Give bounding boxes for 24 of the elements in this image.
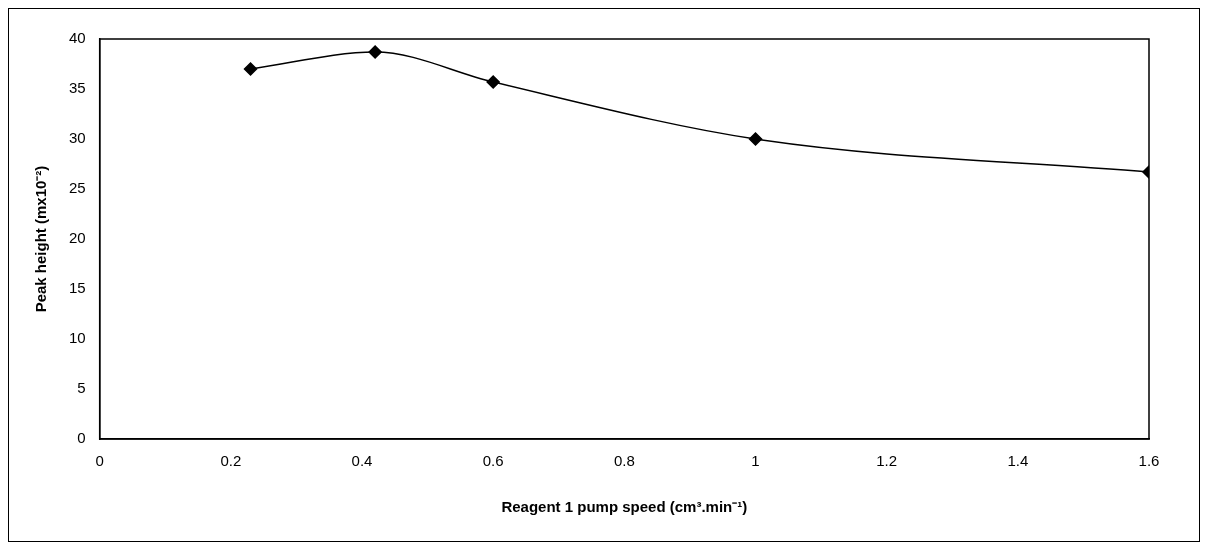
point bbox=[243, 62, 258, 76]
x-tick-label: 1.6 bbox=[1138, 452, 1160, 470]
y-tick-label: 10 bbox=[69, 329, 86, 347]
y-tick-label: 35 bbox=[69, 79, 86, 97]
point bbox=[486, 75, 500, 89]
x-tick-label: 1.4 bbox=[1007, 452, 1029, 470]
y-tick-label: 40 bbox=[69, 29, 86, 47]
x-tick-label: 0 bbox=[95, 452, 104, 470]
y-tick-label: 0 bbox=[77, 429, 86, 447]
x-tick-label: 0.6 bbox=[482, 452, 504, 470]
y-axis-title: Peak height (mx10⁻²) bbox=[32, 165, 50, 313]
x-tick-label: 0.8 bbox=[613, 452, 635, 470]
x-tick-label: 1.2 bbox=[876, 452, 898, 470]
y-tick-label: 30 bbox=[69, 129, 86, 147]
y-tick-label: 25 bbox=[69, 179, 86, 197]
point bbox=[368, 45, 382, 59]
y-tick-label: 5 bbox=[77, 379, 86, 397]
x-tick-label: 0.2 bbox=[220, 452, 242, 470]
x-tick-label: 0.4 bbox=[351, 452, 373, 470]
x-tick-label: 1 bbox=[751, 452, 760, 470]
x-axis-title: Reagent 1 pump speed (cm³.min⁻¹) bbox=[501, 498, 748, 516]
y-tick-label: 15 bbox=[69, 279, 86, 297]
y-tick-label: 20 bbox=[69, 229, 86, 247]
point bbox=[748, 132, 763, 146]
